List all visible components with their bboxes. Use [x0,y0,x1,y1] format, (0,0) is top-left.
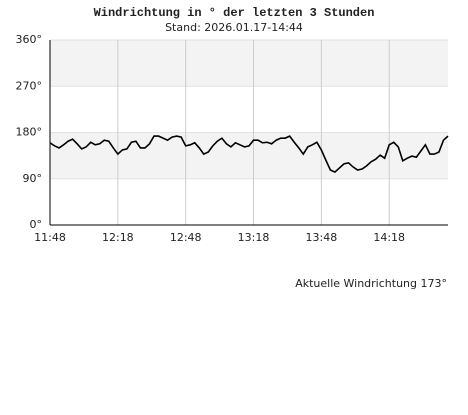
band [50,132,448,179]
y-tick-label: 270° [16,79,43,92]
line [49,135,449,174]
y-tick-label: 90° [23,172,43,185]
x-tick-label: 12:48 [170,231,202,244]
chart-subtitle: Stand: 2026.01.17-14:44 [165,21,303,34]
x-tick-label: 12:18 [102,231,134,244]
x-tick-label: 11:48 [34,231,66,244]
x-tick-label: 14:18 [373,231,405,244]
y-tick-label: 360° [16,33,43,46]
y-tick-label: 0° [30,218,43,231]
x-tick-label: 13:48 [306,231,338,244]
band [50,40,448,87]
x-tick-label: 13:18 [238,231,270,244]
chart-title: Windrichtung in ° der letzten 3 Stunden [94,6,375,20]
annotation: Aktuelle Windrichtung 173° [295,277,447,290]
y-tick-label: 180° [16,126,43,139]
